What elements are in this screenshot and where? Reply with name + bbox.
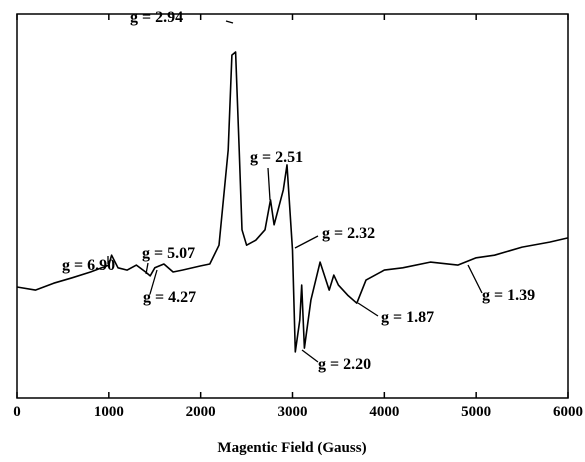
annotation-leader: [267, 167, 271, 201]
x-tick-label: 4000: [369, 404, 399, 420]
x-tick-label: 3000: [278, 404, 308, 420]
annotation-leader: [357, 302, 379, 317]
annotation: g = 5.07: [142, 245, 195, 262]
annotation: g = 2.20: [318, 356, 371, 373]
annotation-leader: [301, 349, 319, 363]
x-tick-label: 2000: [186, 404, 216, 420]
annotation: g = 2.94: [130, 9, 183, 26]
annotation-leader: [467, 264, 483, 294]
plot-frame: [16, 13, 569, 399]
spectrum-line: [16, 51, 569, 353]
annotation-leader: [225, 20, 234, 24]
x-tick-label: 1000: [94, 404, 124, 420]
annotation-leader: [294, 235, 319, 249]
annotation-leader: [149, 269, 158, 295]
x-tick-label: 0: [13, 404, 21, 420]
x-tick-label: 5000: [461, 404, 491, 420]
annotation: g = 1.39: [482, 287, 535, 304]
x-tick-label: 6000: [553, 404, 583, 420]
annotation: g = 2.51: [250, 149, 303, 166]
annotation: g = 4.27: [143, 289, 196, 306]
annotation: g = 6.90: [62, 257, 115, 274]
annotation-leader: [145, 262, 149, 275]
annotation: g = 1.87: [381, 309, 434, 326]
annotation: g = 2.32: [322, 225, 375, 242]
x-axis-label: Magentic Field (Gauss): [217, 440, 366, 456]
